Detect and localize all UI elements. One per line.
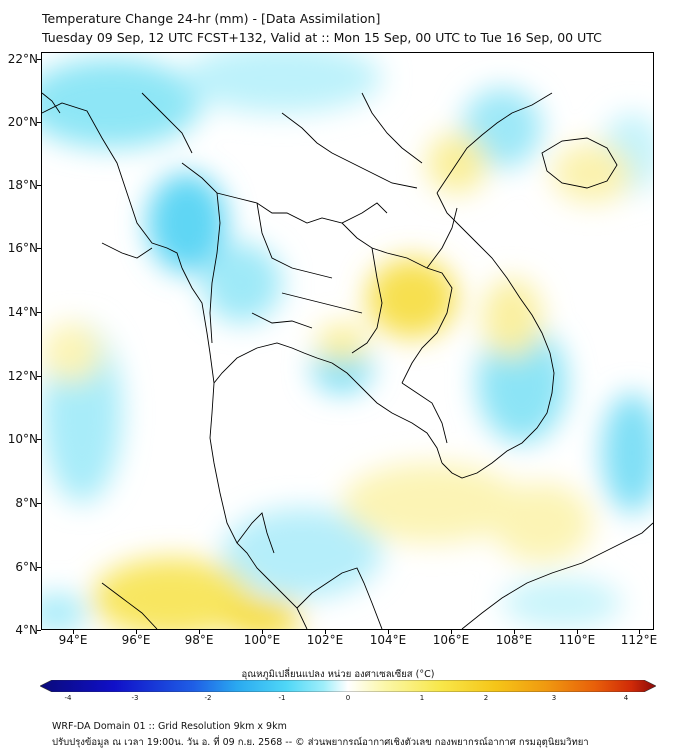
lon-tick [73, 630, 74, 634]
colorbar-gradient [40, 680, 656, 692]
lon-tick [136, 630, 137, 634]
footer-credit: ปรับปรุงข้อมูล ณ เวลา 19:00น. วัน อ. ที่… [52, 735, 589, 750]
cool-anomaly [42, 593, 87, 629]
lat-label: 6°N [4, 560, 38, 574]
cool-anomaly [602, 393, 653, 513]
lat-label: 10°N [4, 432, 38, 446]
map-subtitle: Tuesday 09 Sep, 12 UTC FCST+132, Valid a… [42, 30, 602, 45]
warm-anomaly [492, 483, 592, 563]
lon-tick [388, 630, 389, 634]
lat-label: 18°N [4, 178, 38, 192]
lat-tick [37, 567, 41, 568]
lon-label: 112°E [614, 633, 664, 647]
colorbar-tick-label: 1 [412, 694, 432, 702]
lon-label: 98°E [174, 633, 224, 647]
warm-anomaly [367, 258, 457, 338]
lon-tick [514, 630, 515, 634]
colorbar-tick-label: -1 [272, 694, 292, 702]
cool-anomaly [182, 53, 382, 113]
map-title: Temperature Change 24-hr (mm) - [Data As… [42, 11, 380, 26]
lat-tick [37, 439, 41, 440]
lon-tick [639, 630, 640, 634]
lon-label: 102°E [300, 633, 350, 647]
lat-tick [37, 248, 41, 249]
lon-tick [451, 630, 452, 634]
lon-tick [325, 630, 326, 634]
lat-label: 16°N [4, 241, 38, 255]
lat-label: 4°N [4, 623, 38, 637]
lon-tick [577, 630, 578, 634]
lat-tick [37, 122, 41, 123]
lat-label: 8°N [4, 496, 38, 510]
lon-label: 110°E [552, 633, 602, 647]
colorbar-tick-label: 2 [476, 694, 496, 702]
warm-anomaly [42, 323, 102, 383]
lon-label: 100°E [237, 633, 287, 647]
warm-anomaly [482, 278, 542, 358]
lat-tick [37, 59, 41, 60]
colorbar-tick-label: -2 [198, 694, 218, 702]
colorbar-tick-label: -4 [58, 694, 78, 702]
colorbar-tick-label: 0 [338, 694, 358, 702]
lon-tick [262, 630, 263, 634]
lon-label: 94°E [48, 633, 98, 647]
lon-label: 104°E [363, 633, 413, 647]
cool-anomaly [502, 578, 622, 628]
colorbar-tick-label: 3 [544, 694, 564, 702]
warm-anomaly [317, 323, 367, 363]
footer-model-info: WRF-DA Domain 01 :: Grid Resolution 9km … [52, 721, 287, 732]
lat-tick [37, 503, 41, 504]
lat-label: 20°N [4, 115, 38, 129]
lon-label: 108°E [489, 633, 539, 647]
colorbar-tick-label: 4 [616, 694, 636, 702]
lon-label: 106°E [426, 633, 476, 647]
cool-anomaly [202, 243, 282, 323]
lat-tick [37, 185, 41, 186]
temperature-field [42, 53, 653, 629]
cool-anomaly [42, 58, 202, 148]
lat-tick [37, 312, 41, 313]
map-panel [41, 52, 654, 630]
colorbar-tick-label: -3 [125, 694, 145, 702]
lat-label: 12°N [4, 369, 38, 383]
colorbar [40, 680, 656, 692]
lat-tick [37, 630, 41, 631]
lon-tick [199, 630, 200, 634]
lat-label: 22°N [4, 52, 38, 66]
map-canvas [42, 53, 653, 629]
lon-label: 96°E [111, 633, 161, 647]
warm-anomaly [552, 143, 632, 203]
lat-tick [37, 376, 41, 377]
lat-label: 14°N [4, 305, 38, 319]
